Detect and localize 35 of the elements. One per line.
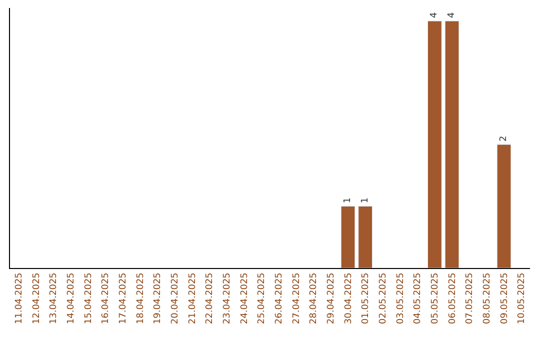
x-tick-label: 06.05.2025	[448, 272, 458, 324]
x-tick-label: 24.04.2025	[240, 272, 250, 324]
x-tick-label: 07.05.2025	[465, 272, 476, 324]
x-tick-label: 08.05.2025	[482, 272, 493, 324]
x-tick-label: 12.04.2025	[32, 272, 42, 324]
x-tick-label: 04.05.2025	[413, 272, 424, 324]
x-tick-label: 28.04.2025	[309, 272, 320, 324]
x-tick-label: 20.04.2025	[170, 272, 181, 324]
x-tick-label: 13.04.2025	[49, 272, 60, 324]
x-tick-label: 17.04.2025	[118, 272, 129, 324]
data-label: 4	[430, 12, 440, 18]
x-tick-label: 03.05.2025	[396, 272, 406, 324]
x-tick-label: 25.04.2025	[257, 272, 268, 324]
x-tick-label: 29.04.2025	[326, 272, 337, 324]
x-tick-label: 14.04.2025	[66, 272, 77, 324]
x-tick-label: 02.05.2025	[378, 272, 389, 324]
data-label: 2	[499, 136, 509, 142]
x-tick-label: 27.04.2025	[292, 272, 302, 324]
x-tick-label: 09.05.2025	[500, 272, 510, 324]
data-label: 4	[447, 12, 457, 18]
x-tick-label: 26.04.2025	[274, 272, 285, 324]
x-tick-label: 19.04.2025	[153, 272, 164, 324]
x-tick-label: 16.04.2025	[101, 272, 112, 324]
x-tick-label: 10.05.2025	[517, 272, 528, 324]
x-tick-label: 22.04.2025	[205, 272, 216, 324]
x-tick-label: 18.04.2025	[136, 272, 146, 324]
x-tick-label: 21.04.2025	[188, 272, 198, 324]
data-label: 1	[360, 198, 370, 204]
x-tick-label: 11.04.2025	[14, 272, 25, 324]
data-label: 1	[343, 198, 353, 204]
x-tick-label: 30.04.2025	[344, 272, 354, 324]
x-tick-label: 05.05.2025	[430, 272, 441, 324]
x-tick-label: 23.04.2025	[222, 272, 233, 324]
x-tick-label: 15.04.2025	[84, 272, 94, 324]
x-tick-label: 01.05.2025	[361, 272, 372, 324]
